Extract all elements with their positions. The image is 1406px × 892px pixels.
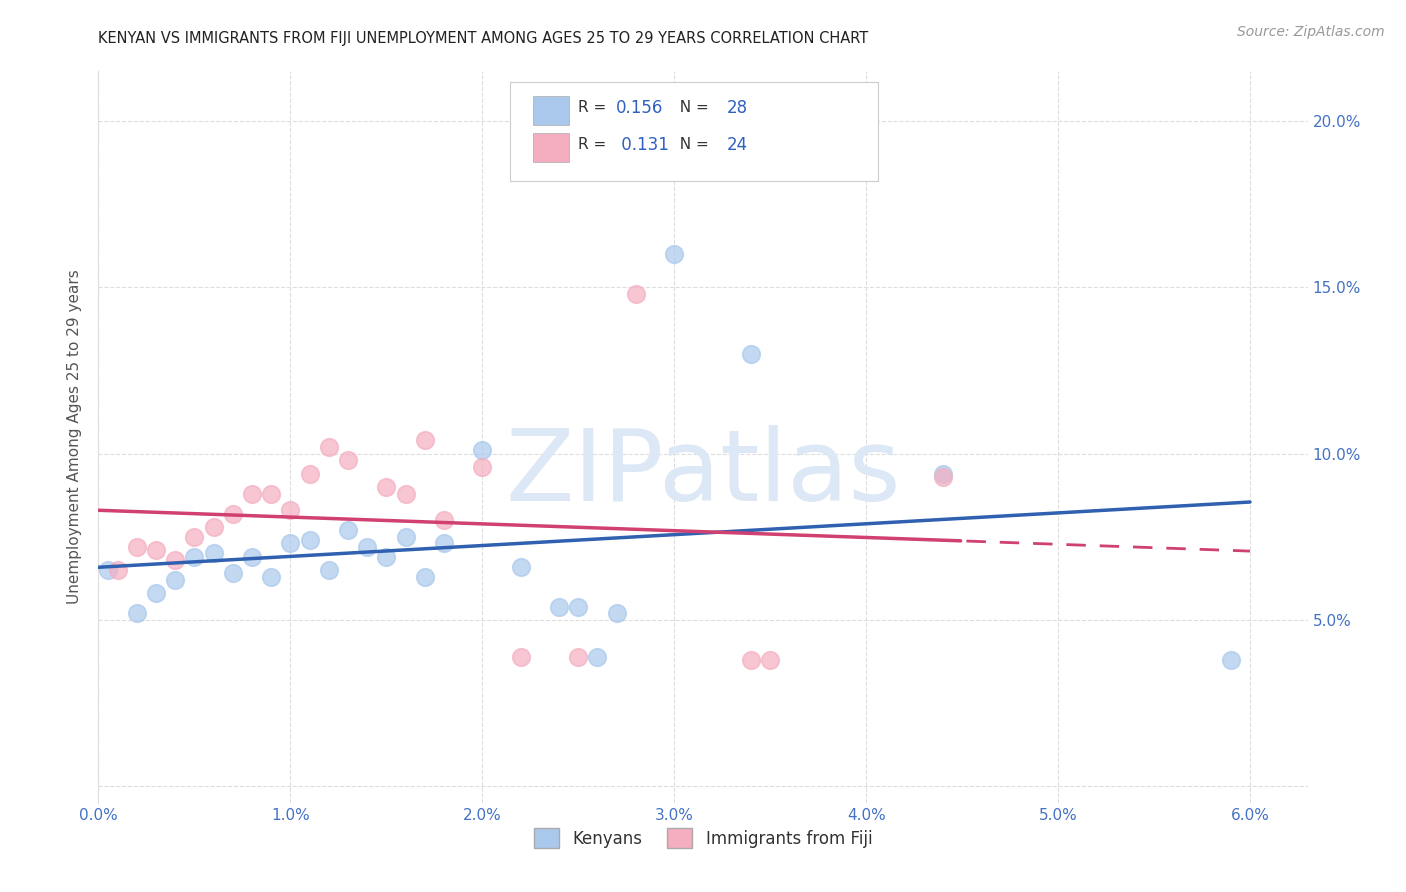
Point xyxy=(125,607,148,621)
Text: 28: 28 xyxy=(727,99,748,117)
Text: Source: ZipAtlas.com: Source: ZipAtlas.com xyxy=(1237,25,1385,39)
Legend: Kenyans, Immigrants from Fiji: Kenyans, Immigrants from Fiji xyxy=(526,820,880,856)
Point xyxy=(759,653,782,667)
Point xyxy=(471,443,494,458)
Text: KENYAN VS IMMIGRANTS FROM FIJI UNEMPLOYMENT AMONG AGES 25 TO 29 YEARS CORRELATIO: KENYAN VS IMMIGRANTS FROM FIJI UNEMPLOYM… xyxy=(98,31,869,46)
Text: 24: 24 xyxy=(727,136,748,153)
Y-axis label: Unemployment Among Ages 25 to 29 years: Unemployment Among Ages 25 to 29 years xyxy=(67,269,83,605)
Point xyxy=(740,653,762,667)
Point xyxy=(740,347,762,361)
Point xyxy=(433,536,456,550)
Point xyxy=(280,503,302,517)
Point xyxy=(125,540,148,554)
Text: N =: N = xyxy=(671,137,714,152)
Point xyxy=(202,546,225,560)
Point xyxy=(222,566,245,581)
Point xyxy=(375,549,398,564)
Point xyxy=(413,570,436,584)
Point xyxy=(548,599,571,614)
Point xyxy=(97,563,120,577)
Point xyxy=(471,460,494,475)
Point xyxy=(145,543,167,558)
Point xyxy=(664,247,686,261)
Point xyxy=(1219,653,1241,667)
Text: 0.156: 0.156 xyxy=(616,99,664,117)
Point xyxy=(240,486,263,500)
FancyBboxPatch shape xyxy=(509,82,879,181)
Point xyxy=(260,486,283,500)
Point xyxy=(336,453,359,467)
Point xyxy=(107,563,129,577)
Point xyxy=(240,549,263,564)
Point xyxy=(260,570,283,584)
Point xyxy=(183,530,205,544)
Point xyxy=(509,559,531,574)
Text: ZIPatlas: ZIPatlas xyxy=(505,425,901,522)
Point xyxy=(509,649,531,664)
Point xyxy=(318,440,340,454)
Point xyxy=(165,573,187,587)
FancyBboxPatch shape xyxy=(533,133,569,162)
Text: R =: R = xyxy=(578,137,612,152)
Point xyxy=(567,649,589,664)
Text: 0.131: 0.131 xyxy=(616,136,669,153)
Point xyxy=(624,287,647,301)
Point xyxy=(298,533,321,548)
Point xyxy=(202,520,225,534)
Point xyxy=(433,513,456,527)
Text: R =: R = xyxy=(578,101,612,115)
Point xyxy=(567,599,589,614)
Point xyxy=(165,553,187,567)
Text: N =: N = xyxy=(671,101,714,115)
Point xyxy=(222,507,245,521)
Point xyxy=(932,467,955,481)
Point xyxy=(356,540,378,554)
Point xyxy=(280,536,302,550)
Point xyxy=(298,467,321,481)
FancyBboxPatch shape xyxy=(533,96,569,126)
Point xyxy=(394,486,416,500)
Point xyxy=(606,607,628,621)
Point xyxy=(145,586,167,600)
Point xyxy=(375,480,398,494)
Point xyxy=(183,549,205,564)
Point xyxy=(394,530,416,544)
Point xyxy=(318,563,340,577)
Point xyxy=(586,649,609,664)
Point xyxy=(336,523,359,537)
Point xyxy=(932,470,955,484)
Point xyxy=(413,434,436,448)
